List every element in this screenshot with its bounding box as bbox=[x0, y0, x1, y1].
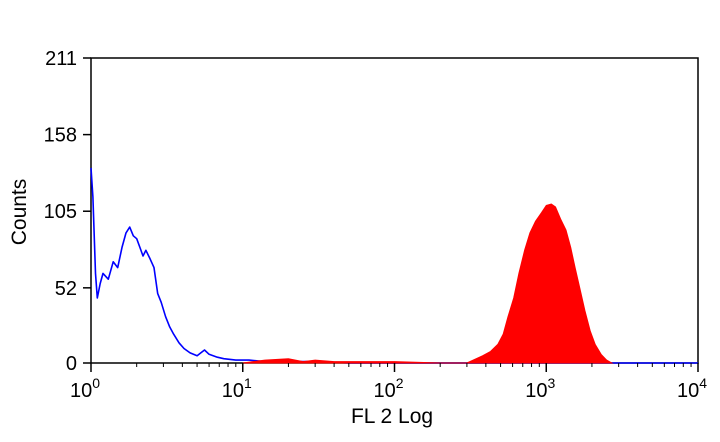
outline-histogram-0 bbox=[90, 167, 698, 364]
x-tick-label: 102 bbox=[373, 375, 403, 402]
y-tick-label: 211 bbox=[45, 48, 77, 70]
series-layer bbox=[90, 167, 698, 364]
y-tick-label: 52 bbox=[55, 278, 77, 300]
plot-frame bbox=[90, 57, 699, 364]
y-tick-label: 105 bbox=[44, 201, 77, 223]
x-axis-title: FL 2 Log bbox=[351, 405, 433, 428]
y-axis-title: Counts bbox=[8, 179, 31, 246]
x-tick-label: 100 bbox=[70, 375, 100, 402]
x-tick-label: 101 bbox=[222, 375, 252, 402]
y-axis: 0 52 105 158 211 bbox=[44, 48, 91, 375]
x-axis: 100 101 102 103 104 bbox=[70, 363, 707, 402]
filled-histogram-1 bbox=[242, 203, 614, 364]
y-tick-label: 158 bbox=[44, 125, 77, 147]
x-tick-label: 104 bbox=[677, 375, 707, 402]
y-tick-label: 0 bbox=[66, 353, 77, 375]
x-tick-label: 103 bbox=[525, 375, 555, 402]
